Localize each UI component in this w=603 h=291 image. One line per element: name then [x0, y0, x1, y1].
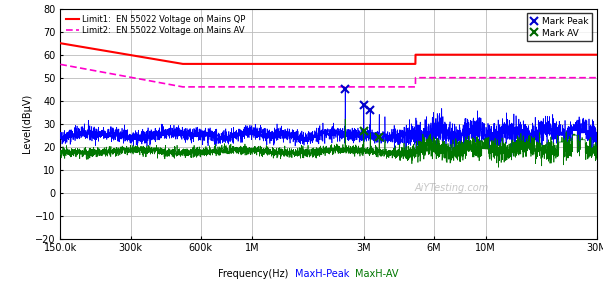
- Text: MaxH-AV: MaxH-AV: [355, 269, 399, 279]
- Y-axis label: Level(dBμV): Level(dBμV): [22, 94, 32, 153]
- Text: MaxH-Peak: MaxH-Peak: [295, 269, 350, 279]
- Legend: Mark Peak, Mark AV: Mark Peak, Mark AV: [527, 13, 593, 41]
- Text: AiYTesting.com: AiYTesting.com: [415, 183, 489, 193]
- Text: Frequency(Hz): Frequency(Hz): [218, 269, 288, 279]
